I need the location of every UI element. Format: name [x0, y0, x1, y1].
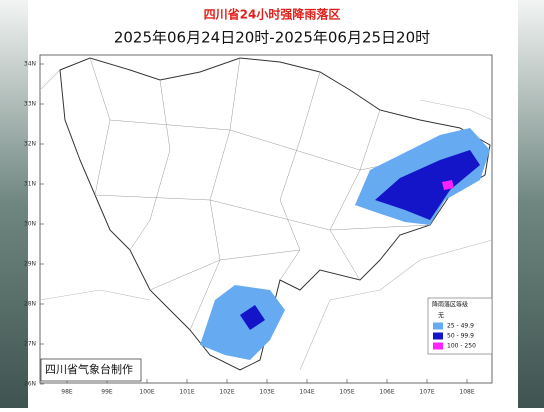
lat-label: 32N	[24, 141, 36, 148]
lon-label: 100E	[139, 389, 154, 396]
legend-label: 50 - 99.9	[447, 333, 474, 340]
lat-label: 27N	[24, 341, 36, 348]
lat-label: 29N	[24, 261, 36, 268]
lon-label: 105E	[339, 389, 354, 396]
lat-label: 28N	[24, 301, 36, 308]
legend-title: 降雨落区等级	[432, 301, 468, 309]
lon-label: 108E	[459, 389, 474, 396]
county-borders	[89, 57, 461, 331]
neighbor-borders	[39, 69, 493, 371]
legend-label: 无	[438, 313, 444, 320]
lat-label: 31N	[24, 181, 36, 188]
lat-label: 26N	[24, 381, 36, 388]
credit-box	[40, 358, 142, 382]
lat-label: 33N	[24, 101, 36, 108]
lon-label: 98E	[61, 389, 73, 396]
legend-swatch	[433, 342, 443, 350]
lat-label: 34N	[24, 61, 36, 68]
lon-label: 107E	[419, 389, 434, 396]
province	[59, 57, 491, 371]
lon-label: 101E	[179, 389, 194, 396]
lon-label: 99E	[101, 389, 113, 396]
lat-label: 30N	[24, 221, 36, 228]
credit: 四川省气象台制作	[45, 362, 133, 376]
rain-areas	[200, 128, 490, 360]
legend-swatch	[433, 332, 443, 340]
lon-label: 104E	[299, 389, 314, 396]
subtitle: 2025年06月24日20时-2025年06月25日20时	[114, 29, 430, 47]
lon-label: 106E	[379, 389, 394, 396]
title: 四川省24小时强降雨落区	[204, 7, 341, 22]
lon-label: 103E	[259, 389, 274, 396]
map-frame	[39, 54, 493, 384]
lon-label: 102E	[219, 389, 234, 396]
legend-swatch	[433, 322, 443, 330]
legend-label: 100 - 250	[447, 343, 476, 350]
legend-label: 25 - 49.9	[447, 323, 474, 330]
